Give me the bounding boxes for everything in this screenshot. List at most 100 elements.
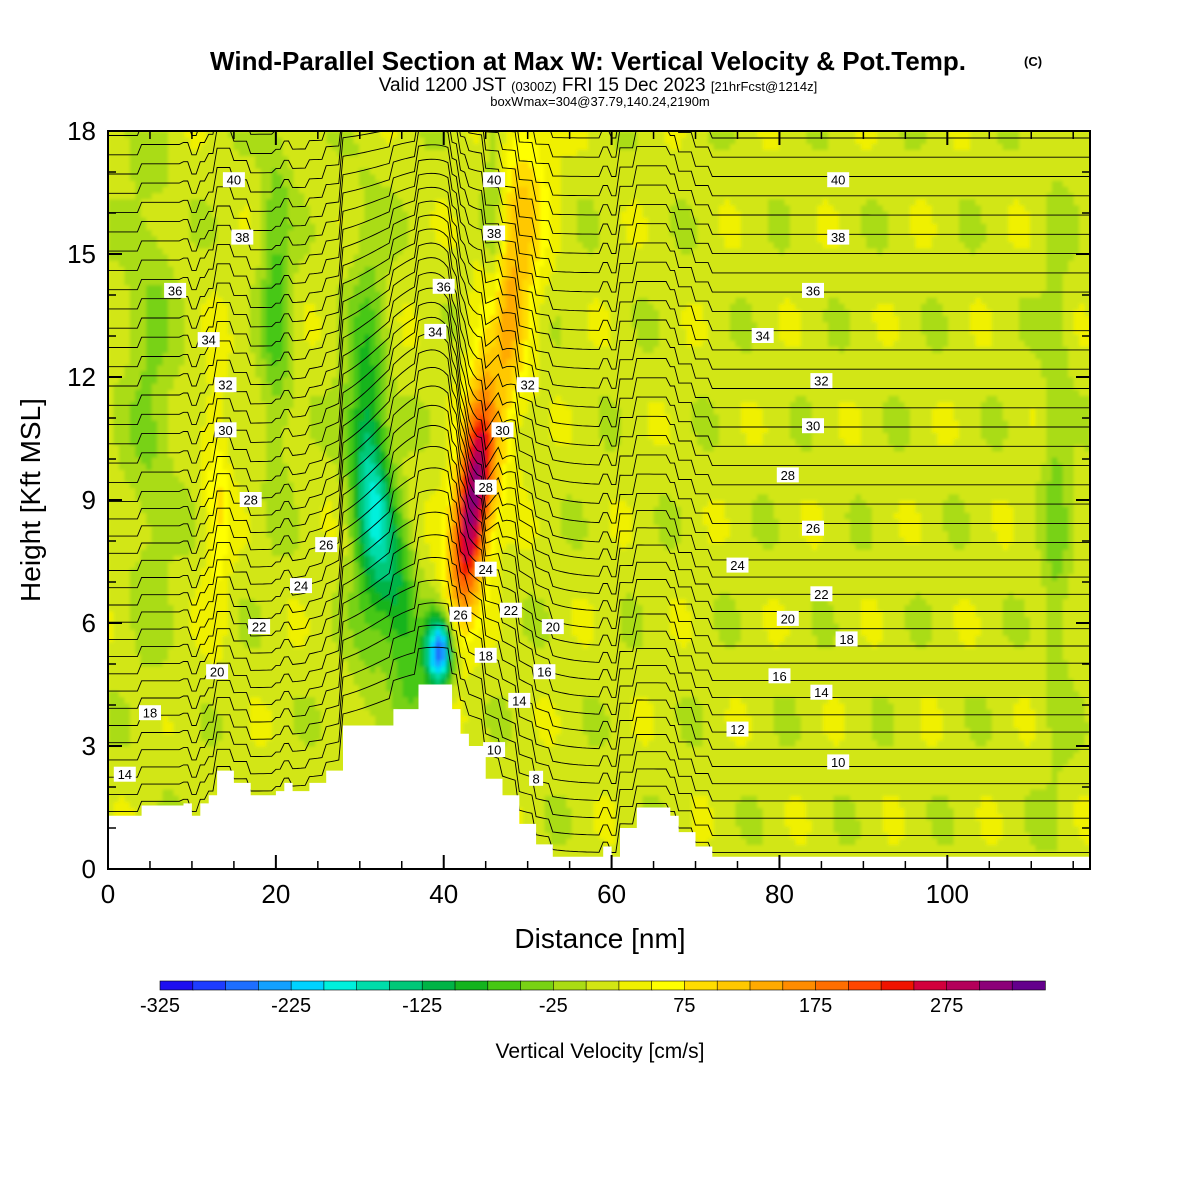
- velocity-cell: [762, 795, 769, 802]
- velocity-cell: [555, 758, 562, 766]
- velocity-cell: [266, 776, 273, 784]
- velocity-cell: [713, 795, 720, 802]
- velocity-cell: [762, 838, 769, 845]
- velocity-cell: [146, 721, 153, 729]
- velocity-cell: [844, 727, 851, 735]
- velocity-cell: [582, 832, 589, 839]
- velocity-cell: [298, 715, 305, 722]
- velocity-cell: [822, 758, 829, 766]
- velocity-cell: [746, 733, 753, 741]
- velocity-cell: [1019, 727, 1026, 735]
- velocity-cell: [1062, 727, 1069, 735]
- velocity-cell: [937, 733, 944, 741]
- velocity-cell: [1013, 758, 1020, 766]
- velocity-cell: [970, 819, 977, 827]
- velocity-cell: [1013, 752, 1020, 759]
- velocity-cell: [157, 739, 164, 747]
- velocity-cell: [1079, 813, 1086, 821]
- velocity-cell: [320, 752, 327, 759]
- velocity-cell: [773, 727, 780, 735]
- velocity-cell: [893, 826, 900, 833]
- velocity-cell: [238, 727, 245, 735]
- velocity-cell: [751, 795, 758, 802]
- velocity-cell: [866, 807, 873, 815]
- velocity-cell: [648, 721, 655, 729]
- velocity-cell: [997, 813, 1004, 821]
- velocity-cell: [669, 758, 676, 766]
- velocity-cell: [789, 776, 796, 784]
- velocity-cell: [206, 709, 213, 716]
- velocity-cell: [806, 703, 813, 710]
- velocity-cell: [571, 703, 578, 710]
- velocity-cell: [915, 789, 922, 796]
- velocity-cell: [817, 758, 824, 766]
- velocity-cell: [773, 789, 780, 796]
- velocity-cell: [1068, 764, 1075, 772]
- velocity-cell: [975, 764, 982, 772]
- velocity-cell: [157, 776, 164, 784]
- velocity-cell: [544, 703, 551, 710]
- velocity-cell: [1019, 782, 1026, 790]
- velocity-cell: [719, 776, 726, 784]
- velocity-cell: [751, 819, 758, 827]
- velocity-cell: [702, 764, 709, 772]
- velocity-cell: [604, 776, 611, 784]
- velocity-cell: [702, 733, 709, 741]
- velocity-cell: [860, 844, 867, 852]
- velocity-cell: [539, 739, 546, 747]
- velocity-cell: [986, 782, 993, 790]
- velocity-cell: [959, 813, 966, 821]
- velocity-cell: [604, 727, 611, 735]
- velocity-cell: [473, 709, 480, 716]
- velocity-cell: [708, 832, 715, 839]
- velocity-cell: [757, 721, 764, 729]
- velocity-cell: [604, 789, 611, 796]
- velocity-cell: [768, 819, 775, 827]
- velocity-cell: [800, 819, 807, 827]
- velocity-cell: [189, 776, 196, 784]
- velocity-cell: [304, 782, 311, 790]
- velocity-cell: [899, 733, 906, 741]
- velocity-cell: [304, 733, 311, 741]
- velocity-cell: [309, 746, 316, 753]
- velocity-cell: [364, 709, 371, 716]
- velocity-cell: [871, 733, 878, 741]
- velocity-cell: [648, 739, 655, 747]
- velocity-cell: [833, 770, 840, 778]
- velocity-cell: [266, 703, 273, 710]
- velocity-cell: [822, 752, 829, 759]
- velocity-cell: [1019, 850, 1026, 858]
- velocity-cell: [282, 715, 289, 722]
- velocity-cell: [1008, 776, 1015, 784]
- velocity-cell: [762, 850, 769, 858]
- velocity-cell: [549, 715, 556, 722]
- velocity-cell: [1051, 764, 1058, 772]
- velocity-cell: [173, 739, 180, 747]
- velocity-cell: [288, 776, 295, 784]
- velocity-cell: [669, 746, 676, 753]
- velocity-cell: [980, 752, 987, 759]
- velocity-cell: [888, 850, 895, 858]
- velocity-cell: [931, 819, 938, 827]
- velocity-cell: [910, 795, 917, 802]
- velocity-cell: [1057, 801, 1064, 809]
- velocity-cell: [539, 838, 546, 845]
- velocity-cell: [1019, 752, 1026, 759]
- velocity-cell: [348, 696, 355, 704]
- velocity-cell: [964, 813, 971, 821]
- velocity-cell: [910, 758, 917, 766]
- velocity-cell: [369, 715, 376, 722]
- velocity-cell: [609, 838, 616, 845]
- velocity-cell: [986, 739, 993, 747]
- velocity-cell: [1084, 801, 1090, 809]
- velocity-cell: [991, 703, 998, 710]
- velocity-cell: [582, 807, 589, 815]
- velocity-cell: [309, 696, 316, 704]
- velocity-cell: [953, 703, 960, 710]
- velocity-cell: [260, 764, 267, 772]
- velocity-cell: [877, 782, 884, 790]
- velocity-cell: [789, 826, 796, 833]
- velocity-cell: [108, 795, 115, 802]
- velocity-cell: [539, 819, 546, 827]
- velocity-cell: [642, 733, 649, 741]
